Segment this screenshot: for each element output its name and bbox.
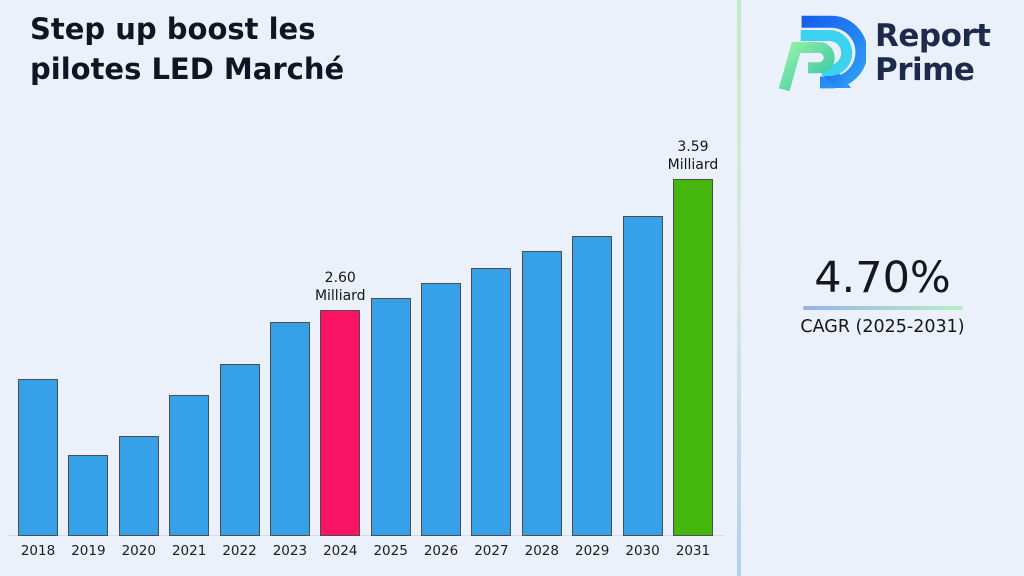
cagr-caption: CAGR (2025-2031) <box>800 317 965 337</box>
bar-2020 <box>118 436 159 536</box>
x-axis-baseline <box>8 535 724 536</box>
page-title-line2: pilotes LED Marché <box>30 52 345 86</box>
bar-2023 <box>269 322 310 536</box>
x-tick-2019: 2019 <box>71 543 106 559</box>
x-tick-2030: 2030 <box>625 543 660 559</box>
bar-chart: 2018 2019 2020 2021 2022 2023 2024 2.60 Milliard… <box>8 139 724 559</box>
bar-2030 <box>622 216 663 536</box>
x-tick-2022: 2022 <box>222 543 257 559</box>
cagr-value: 4.70% <box>814 253 951 303</box>
cagr-underline <box>802 306 963 310</box>
brand-logo: Report Prime <box>774 7 991 99</box>
brand-name-line1: Report <box>875 18 991 54</box>
bar-2018 <box>18 379 58 536</box>
bar-2031 <box>672 179 713 536</box>
x-tick-2024: 2024 <box>323 543 358 559</box>
x-tick-2020: 2020 <box>121 543 156 559</box>
bar-2025 <box>370 298 411 536</box>
bar-2027 <box>471 267 512 536</box>
x-tick-2031: 2031 <box>675 543 711 559</box>
x-tick-2029: 2029 <box>574 543 610 559</box>
bar-2022 <box>219 363 260 536</box>
bar-value-label-2031: 3.59 Milliard <box>641 139 745 174</box>
page-title: Step up boost les pilotes LED Marché <box>30 9 344 89</box>
bar-value-label-line: 2.60 <box>324 270 356 287</box>
bar-value-label-line: 3.59 <box>677 139 709 156</box>
page-title-line1: Step up boost les <box>30 12 316 46</box>
bar-2028 <box>521 250 562 536</box>
x-tick-2023: 2023 <box>272 543 308 559</box>
brand-name: Report Prime <box>875 19 991 87</box>
x-tick-2028: 2028 <box>524 543 559 559</box>
x-tick-2021: 2021 <box>171 543 207 559</box>
x-tick-2018: 2018 <box>20 543 56 559</box>
report-prime-logo-icon <box>774 7 866 99</box>
bar-value-label-2024: 2.60 Milliard <box>288 270 392 305</box>
bar-2026 <box>421 282 462 536</box>
cagr-stat: 4.70% CAGR (2025-2031) <box>741 254 1024 337</box>
x-tick-2025: 2025 <box>373 543 408 559</box>
bar-2029 <box>572 236 613 536</box>
bar-value-label-line: Milliard <box>314 287 366 304</box>
bar-value-label-line: Milliard <box>667 156 719 173</box>
x-tick-2026: 2026 <box>423 543 459 559</box>
brand-name-line2: Prime <box>875 52 975 88</box>
bar-2024 <box>320 310 361 536</box>
bar-2021 <box>169 395 210 536</box>
bar-2019 <box>68 455 109 536</box>
x-tick-2027: 2027 <box>474 543 509 559</box>
panel-divider <box>737 0 741 576</box>
